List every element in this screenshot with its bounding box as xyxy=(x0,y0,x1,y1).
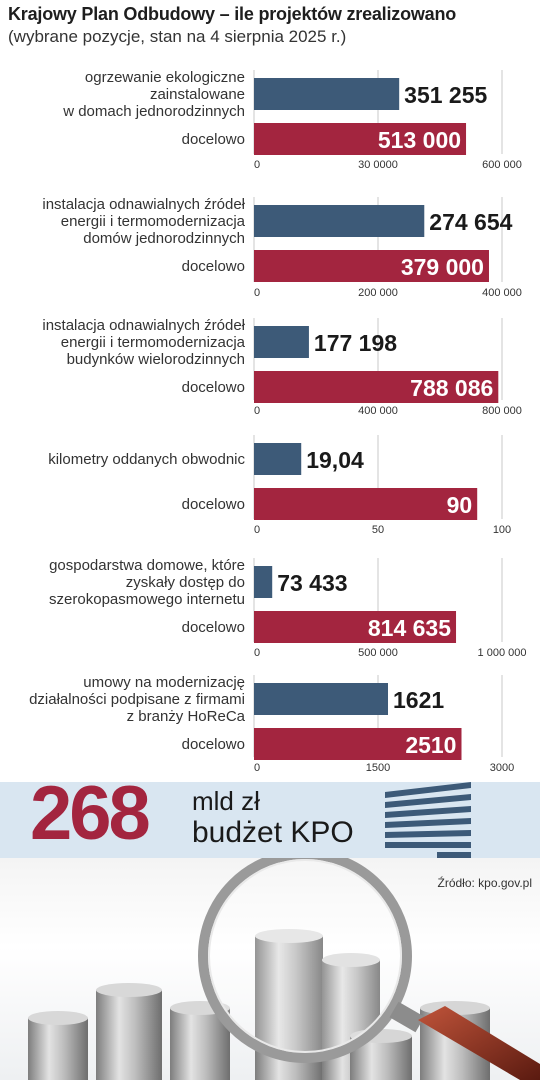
value-label-target: 788 086 xyxy=(410,375,493,401)
bar-achieved xyxy=(254,566,273,598)
category-label: zainstalowane xyxy=(150,86,245,103)
tick-label: 0 xyxy=(254,287,260,299)
category-label: z branży HoReCa xyxy=(127,708,246,725)
bar-target xyxy=(254,371,499,403)
value-label-achieved: 274 654 xyxy=(429,209,512,235)
target-label: docelowo xyxy=(182,131,245,148)
target-label: docelowo xyxy=(182,258,245,275)
value-label-achieved: 1621 xyxy=(393,687,444,713)
category-label: umowy na modernizację xyxy=(83,674,245,691)
target-label: docelowo xyxy=(182,496,245,513)
tick-label: 0 xyxy=(254,405,260,417)
tick-label: 0 xyxy=(254,762,260,774)
magnifying-glass xyxy=(198,858,540,1080)
category-label: energii i termomodernizacja xyxy=(61,334,246,351)
value-label-target: 379 000 xyxy=(401,254,484,280)
category-label: domów jednorodzinnych xyxy=(83,230,245,247)
tick-label: 400 000 xyxy=(358,405,398,417)
category-label: instalacja odnawialnych źródeł xyxy=(42,196,245,213)
chart-subtitle: (wybrane pozycje, stan na 4 sierpnia 202… xyxy=(8,27,347,46)
tick-label: 400 000 xyxy=(482,287,522,299)
category-label: zyskały dostęp do xyxy=(126,574,245,591)
coins-magnifier-photo: Źródło: kpo.gov.pl xyxy=(0,858,540,1080)
tick-label: 1500 xyxy=(366,762,390,774)
target-label: docelowo xyxy=(182,736,245,753)
bar-target xyxy=(254,123,467,155)
budget-value: 268 xyxy=(30,771,151,856)
tick-label: 3000 xyxy=(490,762,514,774)
source-note: Źródło: kpo.gov.pl xyxy=(437,876,533,890)
tick-label: 0 xyxy=(254,524,260,536)
budget-label: budżet KPO xyxy=(192,816,354,849)
tick-label: 1 000 000 xyxy=(478,647,527,659)
tick-label: 200 000 xyxy=(358,287,398,299)
category-label: w domach jednorodzinnych xyxy=(62,103,245,120)
value-label-target: 513 000 xyxy=(378,127,461,153)
category-label: działalności podpisane z firmami xyxy=(29,691,245,708)
tick-label: 30 0000 xyxy=(358,159,398,171)
tick-label: 500 000 xyxy=(358,647,398,659)
value-label-achieved: 177 198 xyxy=(314,330,397,356)
category-label: instalacja odnawialnych źródeł xyxy=(42,317,245,334)
building-icon xyxy=(385,782,471,858)
coins-illustration xyxy=(28,858,540,1080)
tick-label: 0 xyxy=(254,159,260,171)
tick-label: 600 000 xyxy=(482,159,522,171)
value-label-target: 2510 xyxy=(405,732,456,758)
category-label: kilometry oddanych obwodnic xyxy=(48,451,245,468)
tick-label: 100 xyxy=(493,524,511,536)
budget-unit: mld zł xyxy=(192,786,260,816)
tick-label: 0 xyxy=(254,647,260,659)
bar-target xyxy=(254,250,489,282)
bar-achieved xyxy=(254,78,400,110)
value-label-achieved: 73 433 xyxy=(277,570,347,596)
budget-banner: 268 mld zł budżet KPO xyxy=(0,776,540,858)
bar-target xyxy=(254,488,478,520)
category-label: gospodarstwa domowe, które xyxy=(49,557,245,574)
bar-target xyxy=(254,728,462,760)
value-label-achieved: 351 255 xyxy=(404,82,487,108)
category-label: budynków wielorodzinnych xyxy=(67,351,245,368)
category-label: ogrzewanie ekologiczne xyxy=(85,69,245,86)
bar-achieved xyxy=(254,205,425,237)
value-label-target: 90 xyxy=(447,492,473,518)
bar-charts: 0 30 0000 600 000 351 255 513 000 ogrzewanie … xyxy=(29,69,527,774)
tick-label: 50 xyxy=(372,524,384,536)
bar-target xyxy=(254,611,457,643)
chart-title: Krajowy Plan Odbudowy – ile projektów zr… xyxy=(8,4,457,24)
bar-achieved xyxy=(254,683,389,715)
bar-achieved xyxy=(254,443,302,475)
bar-achieved xyxy=(254,326,309,358)
category-label: energii i termomodernizacja xyxy=(61,213,246,230)
target-label: docelowo xyxy=(182,619,245,636)
category-label: szerokopasmowego internetu xyxy=(49,591,245,608)
tick-label: 800 000 xyxy=(482,405,522,417)
target-label: docelowo xyxy=(182,379,245,396)
value-label-target: 814 635 xyxy=(368,615,451,641)
value-label-achieved: 19,04 xyxy=(306,447,364,473)
